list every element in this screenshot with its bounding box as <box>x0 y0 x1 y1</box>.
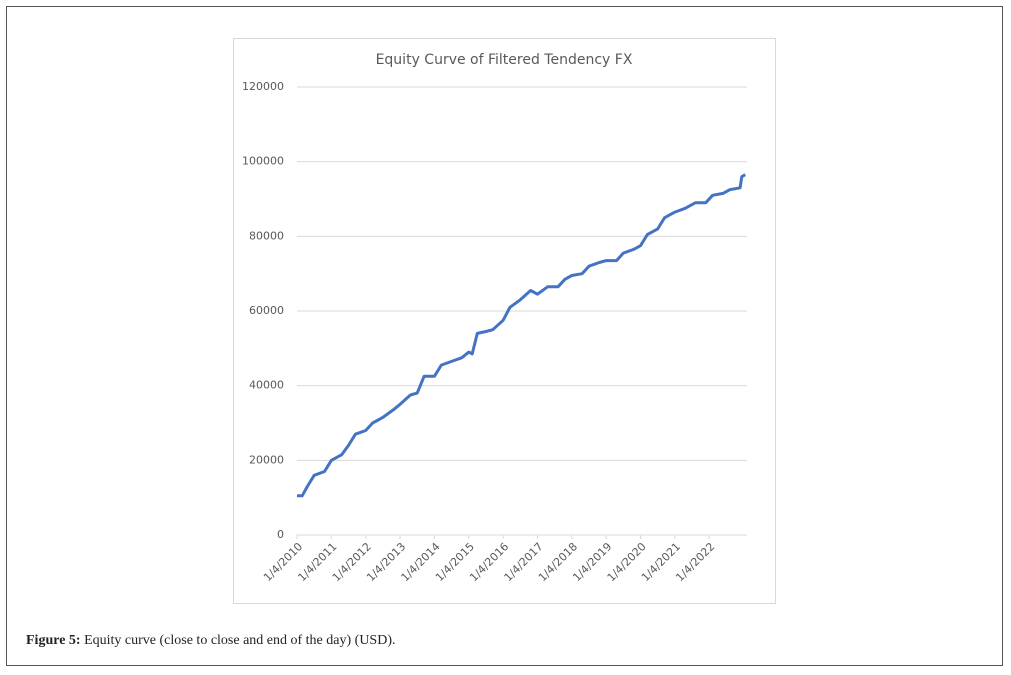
caption-text: Equity curve (close to close and end of … <box>84 633 396 648</box>
y-tick-label: 100000 <box>242 155 284 168</box>
y-tick-label: 120000 <box>242 80 284 93</box>
chart-area <box>233 38 776 604</box>
y-tick-label: 20000 <box>249 453 284 466</box>
y-tick-label: 40000 <box>249 379 284 392</box>
chart-title: Equity Curve of Filtered Tendency FX <box>376 52 633 68</box>
caption: Figure 5: Equity curve (close to close a… <box>26 633 395 649</box>
caption-label: Figure 5: <box>26 633 81 648</box>
y-tick-label: 80000 <box>249 229 284 242</box>
figure-frame <box>6 6 1003 666</box>
line <box>297 173 747 498</box>
y-tick-label: 60000 <box>249 304 284 317</box>
y-tick-label: 0 <box>277 528 284 541</box>
